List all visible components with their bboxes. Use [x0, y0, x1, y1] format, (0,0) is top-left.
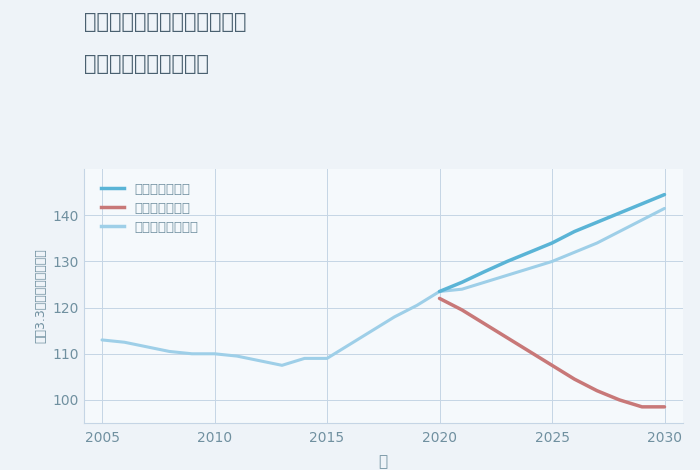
X-axis label: 年: 年 — [379, 454, 388, 469]
Text: 兵庫県西宮市甲子園三番町の: 兵庫県西宮市甲子園三番町の — [84, 12, 246, 32]
Text: 中古戸建ての価格推移: 中古戸建ての価格推移 — [84, 54, 209, 74]
Y-axis label: 坪（3.3㎡）単価（万円）: 坪（3.3㎡）単価（万円） — [34, 249, 47, 344]
Legend: グッドシナリオ, バッドシナリオ, ノーマルシナリオ: グッドシナリオ, バッドシナリオ, ノーマルシナリオ — [97, 178, 203, 238]
